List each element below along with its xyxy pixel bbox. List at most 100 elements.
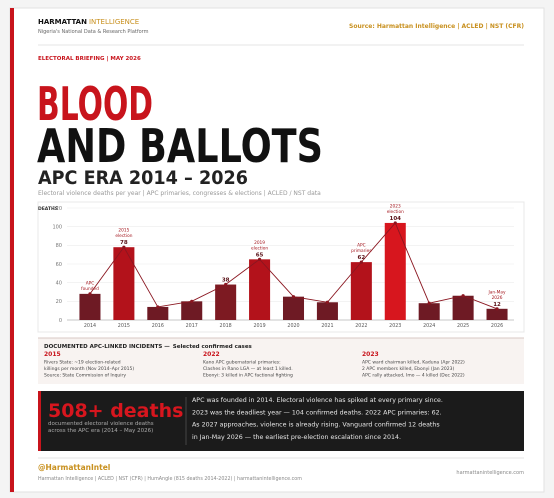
- y-tick-label: 40: [56, 280, 62, 286]
- value-label: 12: [493, 302, 501, 308]
- x-tick-label: 2018: [220, 323, 232, 329]
- y-tick-label: 80: [56, 243, 62, 249]
- summary-line: 2023 was the deadliest year — 104 confir…: [192, 409, 442, 416]
- trend-point: [257, 257, 262, 261]
- annotation: founded: [81, 286, 99, 292]
- incidents-subtitle: Selected confirmed cases: [173, 344, 253, 350]
- incident-columns: 2015 Rivers State: ~19 election-relatedki…: [44, 351, 465, 379]
- trend-point: [495, 307, 499, 311]
- footer-credits: Harmattan Intelligence | ACLED | NST (CF…: [38, 476, 302, 482]
- footer-website: harmattanintelligence.com: [456, 470, 524, 476]
- trend-point: [88, 292, 92, 296]
- x-tick-label: 2015: [118, 323, 130, 329]
- x-tick-label: 2016: [152, 323, 164, 329]
- trend-point: [156, 305, 160, 309]
- y-axis-label: DEATHS: [38, 206, 58, 212]
- briefing: ELECTORAL BRIEFING | MAY 2026: [38, 56, 141, 62]
- bar: [249, 259, 271, 320]
- annotation: election: [251, 245, 268, 251]
- annotation: 2026: [492, 295, 503, 301]
- x-tick-label: 2021: [321, 323, 333, 329]
- x-tick-label: 2024: [423, 323, 435, 329]
- y-tick-label: 120: [52, 206, 62, 212]
- annotation: primaries: [351, 248, 372, 254]
- annotation: Jan-May: [488, 289, 507, 295]
- summary-line: As 2027 approaches, violence is already …: [192, 422, 440, 429]
- y-tick-label: 0: [59, 318, 62, 324]
- incident-line: 2 APC members killed, Ebonyi (Jan 2023): [362, 366, 455, 372]
- incident-line: Clashes in Rano LGA — at least 1 killed.: [203, 366, 293, 372]
- subtitle: Electoral violence deaths per year | APC…: [38, 190, 321, 197]
- trend-point: [190, 299, 194, 303]
- trend-point: [325, 300, 330, 304]
- x-tick-label: 2017: [186, 323, 198, 329]
- incident-line: APC rally attacked, Imo — 4 killed (Dec …: [362, 373, 465, 379]
- incidents-panel: [38, 338, 524, 384]
- x-tick-label: 2023: [389, 323, 401, 329]
- incident-line: Kano APC gubernatorial primaries:: [203, 360, 281, 366]
- y-tick-label: 20: [56, 299, 62, 305]
- bar: [418, 303, 440, 320]
- value-label: 62: [358, 255, 366, 261]
- chart-frame: [37, 201, 525, 333]
- trend-point: [427, 301, 431, 305]
- trend-point: [291, 295, 296, 299]
- incident-year: 2015: [44, 351, 61, 358]
- annotation: election: [115, 233, 132, 239]
- incident-line: Rivers State: ~19 election-related: [44, 360, 121, 366]
- annotation: election: [387, 209, 404, 215]
- incident-line: Ebonyi: 3 killed in APC factional fighti…: [203, 373, 293, 379]
- summary-caption: documented electoral violence deaths: [48, 421, 154, 427]
- summary-accent: [38, 391, 41, 451]
- annotation: 2023: [390, 203, 401, 209]
- summary-line: APC was founded in 2014. Electoral viole…: [192, 397, 443, 404]
- x-tick-label: 2026: [491, 323, 503, 329]
- summary-text: documented electoral violence deathsacro…: [48, 397, 443, 441]
- x-tick-label: 2025: [457, 323, 469, 329]
- trend-point: [224, 282, 228, 287]
- accent-bar: [10, 8, 14, 492]
- annotation: 2019: [254, 240, 265, 246]
- title-line: BLOOD: [37, 77, 153, 131]
- bar: [215, 284, 237, 320]
- x-tick-label: 2022: [355, 323, 367, 329]
- tagline: Nigeria's National Data & Research Platf…: [38, 29, 149, 35]
- brand: HARMATTAN INTELLIGENCE: [38, 18, 139, 26]
- value-label: 65: [256, 252, 264, 258]
- title-line: AND BALLOTS: [37, 119, 323, 173]
- value-label: 104: [390, 216, 402, 222]
- y-tick-label: 60: [56, 262, 62, 268]
- trend-point: [461, 294, 465, 298]
- trend-point: [359, 260, 363, 264]
- bar: [350, 262, 372, 320]
- brand-accent: INTELLIGENCE: [89, 18, 139, 26]
- bar: [452, 295, 474, 320]
- sources: Source: Harmattan Intelligence | ACLED |…: [349, 23, 524, 30]
- title-line: APC ERA 2014 – 2026: [38, 167, 248, 189]
- annotation: 2015: [118, 228, 129, 234]
- annotation: APC: [86, 280, 95, 286]
- summary-headline: 508+ deaths: [48, 400, 183, 422]
- value-label: 38: [222, 278, 230, 284]
- value-label: 78: [120, 240, 128, 246]
- incident-year: 2023: [362, 351, 379, 358]
- trend-point: [122, 245, 126, 249]
- incident-line: APC ward chairman killed, Kaduna (Apr 20…: [362, 360, 465, 366]
- incidents-heading: DOCUMENTED APC-LINKED INCIDENTS — Selecte…: [44, 344, 253, 350]
- x-tick-label: 2020: [287, 323, 299, 329]
- bar: [113, 247, 135, 320]
- incidents-title: DOCUMENTED APC-LINKED INCIDENTS —: [44, 344, 170, 350]
- summary-box: [38, 391, 524, 451]
- brand-name: HARMATTAN: [38, 18, 87, 26]
- bar: [147, 306, 169, 320]
- bar: [316, 302, 338, 320]
- trend-point: [393, 221, 397, 225]
- y-tick-label: 100: [52, 224, 62, 230]
- bar: [282, 296, 305, 320]
- incident-year: 2022: [203, 351, 220, 358]
- bar: [486, 308, 508, 320]
- footer-handle: @HarmattanIntel: [38, 463, 110, 472]
- chart: DEATHS 0 20 40 60 80 100 120 2014 2015 2016 2017 201…: [38, 203, 514, 329]
- bar: [384, 222, 406, 320]
